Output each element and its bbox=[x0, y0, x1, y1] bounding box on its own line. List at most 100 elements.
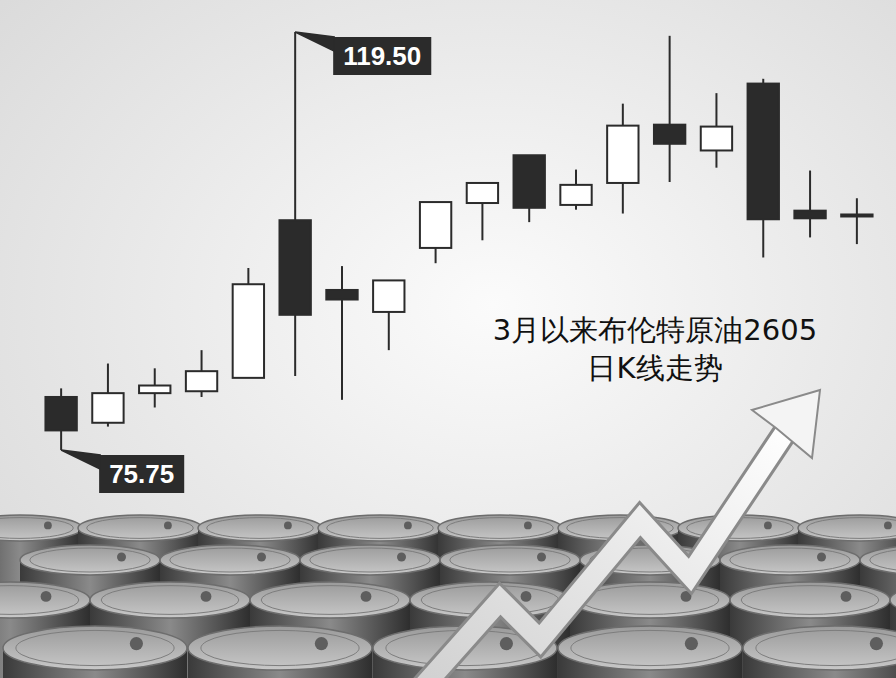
barrel-rim bbox=[261, 586, 399, 615]
barrel-top bbox=[798, 515, 896, 541]
candle-body bbox=[841, 214, 872, 216]
candle-body bbox=[373, 280, 404, 312]
candle-body bbox=[467, 183, 498, 203]
candle bbox=[467, 183, 498, 240]
candle-body bbox=[654, 125, 685, 144]
candle bbox=[92, 364, 123, 427]
barrel-rim bbox=[170, 548, 290, 572]
barrel-top bbox=[20, 545, 160, 575]
barrel-top bbox=[90, 582, 250, 618]
candle-body bbox=[92, 393, 123, 423]
barrel-top bbox=[3, 626, 187, 670]
barrel-cap bbox=[117, 553, 126, 562]
candle bbox=[279, 32, 310, 376]
barrel-cap bbox=[284, 522, 292, 530]
candle-body bbox=[514, 155, 545, 208]
candle-body bbox=[45, 397, 76, 430]
barrel-cap bbox=[130, 637, 143, 650]
candle-body bbox=[420, 202, 451, 248]
barrel-cap bbox=[397, 553, 406, 562]
barrel-top bbox=[78, 515, 202, 541]
barrel bbox=[188, 626, 372, 678]
barrel-cap bbox=[841, 591, 852, 602]
barrel-rim bbox=[571, 630, 729, 665]
barrel-cap bbox=[524, 522, 532, 530]
candle-wick bbox=[341, 266, 343, 400]
barrel-cap bbox=[404, 522, 412, 530]
candle bbox=[373, 280, 404, 350]
barrel-cap bbox=[41, 591, 52, 602]
candle-body bbox=[186, 371, 217, 391]
candle-body bbox=[233, 284, 264, 378]
title: 3月以来布伦特原油2605日K线走势 bbox=[493, 313, 817, 385]
annotation-label: 75.75 bbox=[109, 459, 174, 489]
barrel-cap bbox=[817, 553, 826, 562]
barrel-rim bbox=[756, 630, 896, 665]
barrel-top bbox=[558, 626, 742, 670]
annotation-pointer bbox=[61, 450, 100, 469]
barrel-rim bbox=[870, 548, 896, 572]
candle bbox=[326, 266, 357, 400]
barrel-top bbox=[160, 545, 300, 575]
candle bbox=[139, 368, 170, 407]
barrel-rim bbox=[730, 548, 850, 572]
barrel-cap bbox=[537, 553, 546, 562]
annotation: 75.75 bbox=[61, 450, 184, 493]
barrel-cap bbox=[361, 591, 372, 602]
barrel-top bbox=[860, 545, 896, 575]
candle-body bbox=[139, 386, 170, 394]
barrel-rim bbox=[447, 518, 554, 539]
barrel bbox=[743, 626, 896, 678]
barrel-cap bbox=[201, 591, 212, 602]
barrel-rim bbox=[310, 548, 430, 572]
chart: 119.50 75.75 3月以来布伦特原油2605日K线走势 bbox=[0, 0, 896, 678]
barrel bbox=[3, 626, 187, 678]
candle bbox=[186, 350, 217, 397]
candle bbox=[560, 170, 591, 210]
candle-wick bbox=[856, 198, 858, 244]
candle bbox=[45, 388, 76, 450]
candle-body bbox=[701, 127, 732, 151]
barrel-rim bbox=[450, 548, 570, 572]
barrel-rim bbox=[0, 586, 79, 615]
annotation-box bbox=[99, 455, 184, 493]
candle bbox=[701, 93, 732, 168]
barrel-top bbox=[720, 545, 860, 575]
annotation: 119.50 bbox=[295, 32, 431, 75]
candle bbox=[841, 198, 872, 244]
barrel-cap bbox=[164, 522, 172, 530]
candle bbox=[420, 202, 451, 263]
candle bbox=[607, 104, 638, 214]
candle bbox=[514, 155, 545, 222]
barrel-top bbox=[0, 515, 82, 541]
annotation-pointer bbox=[295, 32, 334, 51]
barrel-rim bbox=[581, 586, 719, 615]
barrel-top bbox=[440, 545, 580, 575]
barrel-cap bbox=[315, 637, 328, 650]
barrel-rim bbox=[201, 630, 359, 665]
candle-wick bbox=[294, 32, 296, 376]
barrel-top bbox=[318, 515, 442, 541]
barrel-cap bbox=[764, 522, 772, 530]
barrel-cap bbox=[884, 522, 892, 530]
candle bbox=[748, 79, 779, 258]
barrel-rim bbox=[30, 548, 150, 572]
candle-body bbox=[794, 211, 825, 219]
candle-body bbox=[748, 84, 779, 220]
barrel-rim bbox=[87, 518, 194, 539]
barrel-rim bbox=[327, 518, 434, 539]
barrel-rim bbox=[207, 518, 314, 539]
arrow-shadow bbox=[420, 425, 790, 678]
title-line: 日K线走势 bbox=[587, 351, 722, 385]
barrel-top bbox=[890, 582, 896, 618]
barrel-top bbox=[438, 515, 562, 541]
barrel-top bbox=[300, 545, 440, 575]
annotation-box bbox=[333, 37, 431, 75]
candle bbox=[794, 171, 825, 238]
candle-body bbox=[607, 126, 638, 183]
barrel-top bbox=[188, 626, 372, 670]
barrel bbox=[558, 626, 742, 678]
plot-area bbox=[45, 32, 872, 450]
barrel-top bbox=[198, 515, 322, 541]
candle-body bbox=[279, 220, 310, 315]
